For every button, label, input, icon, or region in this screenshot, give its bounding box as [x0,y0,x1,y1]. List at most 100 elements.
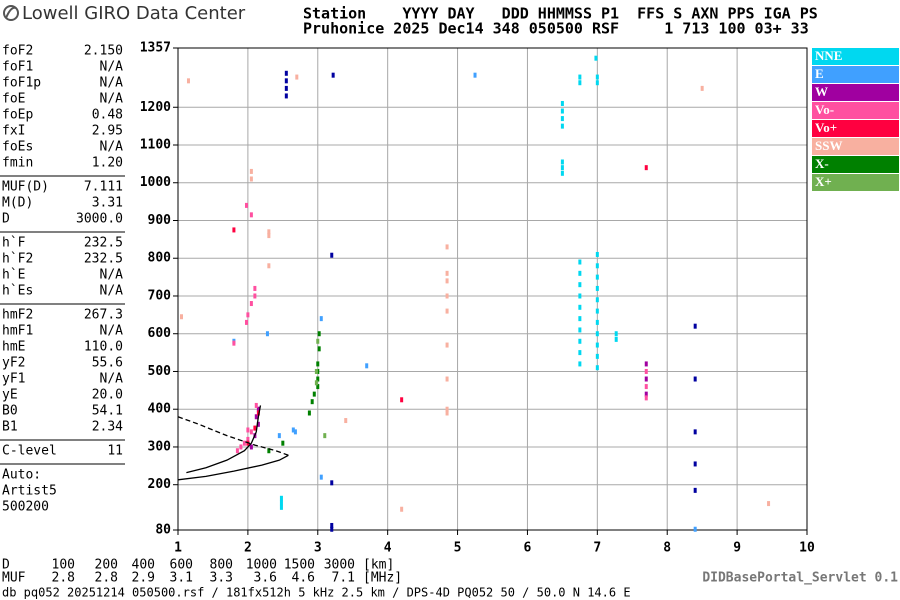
echo-point [644,391,648,397]
echo-point [595,319,599,325]
param-value: 2.150 [84,44,123,59]
echo-point [560,116,564,122]
param-name: foF2 [2,44,33,59]
param-name: foE [2,92,25,107]
legend-label: X- [815,156,829,171]
param-value: 3000.0 [76,212,123,227]
param-name: hmF2 [2,308,33,323]
muf-unit: [MHz] [363,571,402,586]
param-value: 2.34 [92,420,123,435]
echo-point [445,308,449,314]
echo-point [239,444,243,450]
param-value: 20.0 [92,388,123,403]
muf-cell: 1000 [246,558,277,573]
echo-point [232,227,236,233]
echo-point [249,212,253,218]
echo-point [246,436,250,442]
x-tick-label: 8 [663,541,671,556]
param-name: hmF1 [2,324,33,339]
profile-line [177,416,289,456]
echo-point [693,461,697,467]
echo-point [595,263,599,269]
echo-point [693,323,697,329]
y-tick-label: 800 [148,251,172,266]
echo-point [277,433,281,439]
muf-row-label: MUF [2,571,26,586]
auto-text: Auto: [2,468,41,483]
echo-point [560,165,564,171]
echo-point [445,376,449,382]
echo-point [578,282,582,288]
plot-frame [177,47,808,531]
echo-point [400,506,404,512]
echo-point [310,399,314,405]
param-value: 267.3 [84,308,123,323]
param-value: N/A [100,140,124,155]
legend-swatch [812,66,899,83]
echo-point [595,74,599,80]
echo-point [284,93,288,99]
echo-point [249,176,253,182]
param-name: B0 [2,404,18,419]
echo-point [594,55,598,61]
echo-point [291,427,295,433]
echo-point [560,108,564,114]
param-value: 0.48 [92,108,123,123]
auto-text: Artist5 [2,484,57,499]
echo-point [595,331,599,337]
param-name: C-level [2,444,57,459]
echo-point [400,397,404,403]
echo-point [344,418,348,424]
muf-cell: 100 [52,558,75,573]
echo-point [319,316,323,322]
param-value: 7.111 [84,180,123,195]
x-tick-label: 7 [593,541,601,556]
echo-point [578,338,582,344]
x-tick-label: 10 [799,541,815,556]
echo-point [595,308,599,314]
echo-point [644,395,648,401]
echo-point [314,368,318,374]
echo-point [246,312,250,318]
echo-point [235,448,239,454]
x-tick-label: 3 [314,541,322,556]
legend-label: E [815,66,824,81]
param-name: yF2 [2,356,25,371]
logo-text: Lowell GIRO Data Center [22,3,246,24]
echo-point [295,74,299,80]
param-value: N/A [100,76,124,91]
echo-point [314,380,318,386]
muf-cell: 2.8 [95,571,118,586]
muf-cell: 400 [132,558,155,573]
param-value: 54.1 [92,404,123,419]
echo-point [267,229,271,235]
echo-point [330,252,334,258]
x-tick-label: 9 [733,541,741,556]
param-name: foF1 [2,60,33,75]
echo-point [445,270,449,276]
header-line: Pruhonice 2025 Dec14 348 050500 RSF 1 71… [303,20,809,38]
echo-point [256,410,260,416]
legend-label: Vo+ [815,120,837,135]
echo-point [578,316,582,322]
param-value: 55.6 [92,356,123,371]
legend-swatch [812,138,899,155]
echo-point [293,429,297,435]
echo-point [560,100,564,106]
echo-point [279,500,283,506]
param-value: 3.31 [92,196,123,211]
footer-info: db pq052 20251214 050500.rsf / 181fx512h… [2,586,631,600]
legend-swatch [812,174,899,191]
logo-ring [3,5,19,21]
param-value: 11 [107,444,123,459]
echo-point [253,285,257,291]
legend-label: SSW [815,138,842,153]
echo-point [614,331,618,337]
echo-point [246,427,250,433]
echo-point [644,361,648,367]
echo-point [473,72,477,78]
muf-cell: 2.9 [132,571,155,586]
echo-point [445,293,449,299]
echo-point [279,504,283,510]
echo-point [578,350,582,356]
